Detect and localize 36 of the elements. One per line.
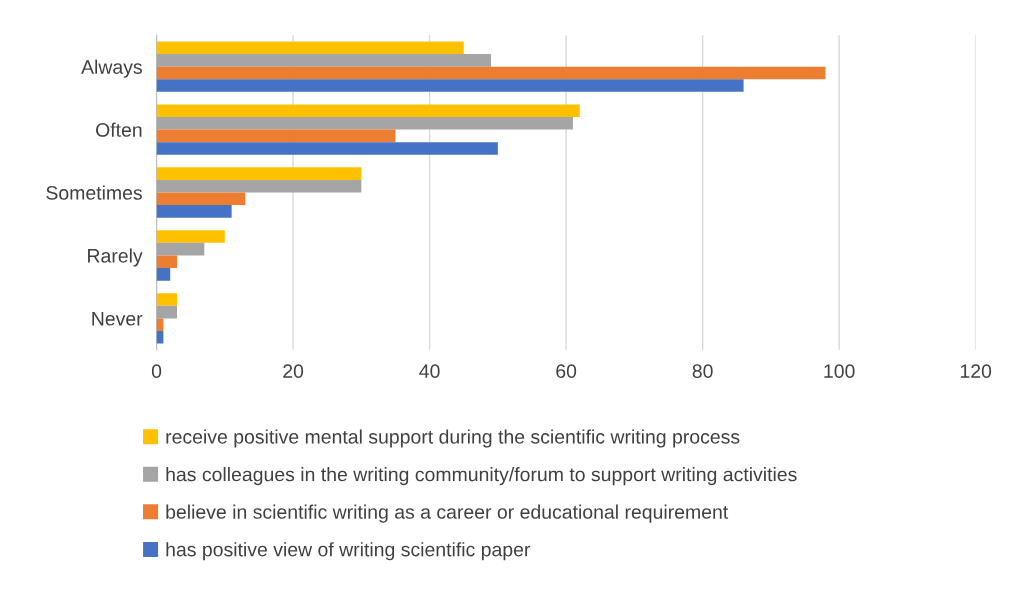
bar (156, 129, 396, 143)
y-tick-label: Never (92, 312, 143, 326)
legend-label: has colleagues in the writing community/forum to support writing activities (166, 467, 797, 486)
bar (156, 330, 164, 344)
x-tick-label: 120 (960, 364, 992, 379)
bar (156, 242, 205, 256)
bar (156, 104, 580, 118)
bar (156, 142, 498, 155)
bar (156, 79, 744, 92)
y-tick-label: Rarely (88, 248, 143, 267)
bar (156, 305, 178, 319)
bar (156, 293, 178, 306)
bar (156, 117, 573, 130)
legend-label: has positive view of writing scientific paper (166, 542, 531, 561)
x-tick-label: 60 (556, 364, 577, 379)
y-tick-label: Always (81, 59, 142, 78)
bar (156, 192, 246, 206)
legend-label: receive positive mental support during the scientific writing process (166, 429, 740, 448)
bar (156, 318, 164, 331)
x-tick-label: 100 (824, 364, 855, 379)
bar (156, 54, 492, 67)
bar (156, 255, 178, 269)
bar (156, 205, 232, 218)
bar (156, 230, 225, 243)
bar (156, 66, 826, 80)
y-tick-label: Sometimes (46, 185, 142, 200)
bar (156, 41, 464, 55)
bar (156, 179, 362, 193)
x-tick-label: 20 (283, 364, 304, 379)
x-tick-label: 0 (151, 364, 162, 379)
y-tick-label: Often (96, 122, 142, 137)
bar (156, 268, 171, 281)
bar (156, 167, 362, 180)
x-tick-label: 40 (419, 364, 440, 379)
legend-label: believe in scientific writing as a career or educational requirement (166, 504, 729, 523)
x-tick-label: 80 (692, 364, 713, 379)
